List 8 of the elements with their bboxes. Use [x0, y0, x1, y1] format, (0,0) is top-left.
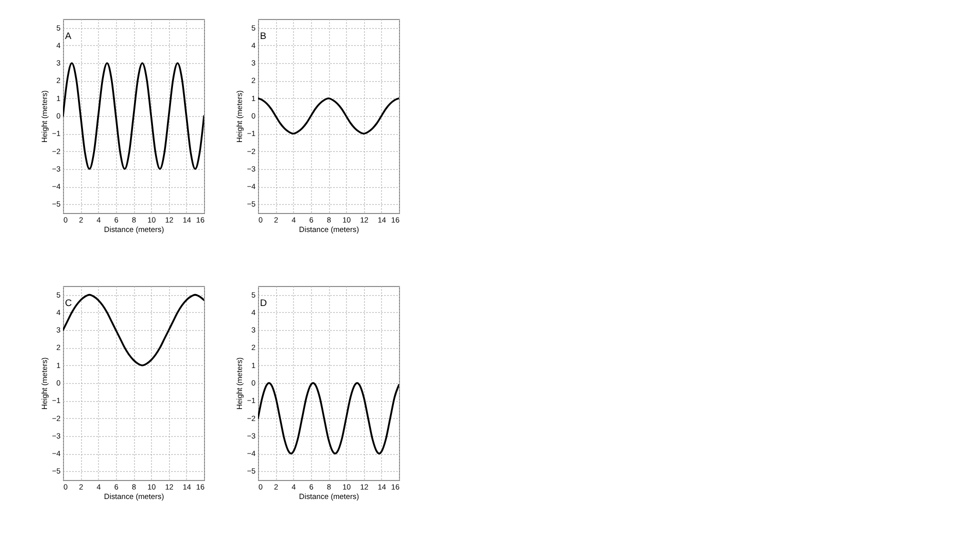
line-series — [63, 62, 204, 170]
line-series — [258, 97, 399, 135]
line-series — [258, 382, 399, 454]
text: C — [65, 298, 72, 309]
line-series — [63, 294, 204, 366]
text: A — [65, 31, 72, 42]
text: B — [260, 31, 266, 42]
text: D — [260, 298, 267, 309]
